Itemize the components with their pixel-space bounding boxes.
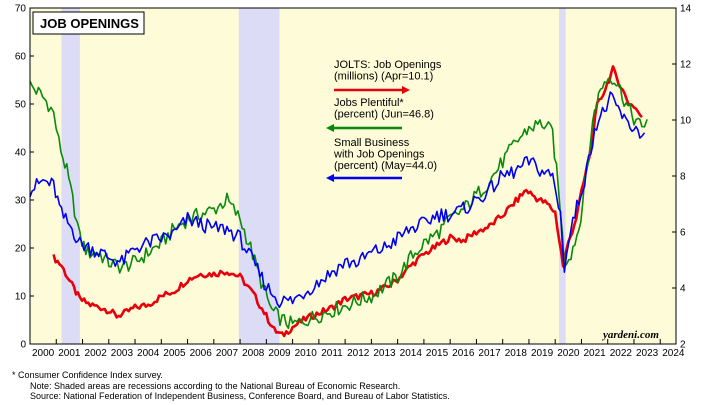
- right-tick-label: 14: [680, 4, 692, 15]
- x-tick-label: 2009: [268, 348, 291, 359]
- recession-band: [559, 8, 566, 344]
- chart-title-box: JOB OPENINGS: [32, 11, 145, 35]
- recession-band: [238, 8, 280, 344]
- left-tick-label: 60: [15, 52, 27, 63]
- right-tick-label: 6: [680, 228, 686, 239]
- x-tick-label: 2022: [610, 348, 633, 359]
- right-tick-label: 8: [680, 172, 686, 183]
- x-tick-label: 2017: [478, 348, 501, 359]
- right-tick-label: 12: [680, 60, 692, 71]
- x-tick-label: 2006: [190, 348, 213, 359]
- legend-arrow-head: [326, 174, 334, 182]
- footnote: * Consumer Confidence Index survey.: [12, 370, 163, 380]
- legend-label: (millions) (Apr=10.1): [334, 71, 433, 83]
- right-tick-label: 2: [680, 340, 686, 351]
- left-tick-label: 0: [20, 340, 26, 351]
- x-tick-label: 2018: [505, 348, 528, 359]
- x-tick-label: 2015: [426, 348, 449, 359]
- series-lines: [29, 65, 648, 338]
- source-note: Source: National Federation of Independe…: [30, 391, 450, 401]
- recession-band: [61, 8, 80, 344]
- legend-label: Small Business: [334, 137, 410, 149]
- x-tick-label: 2016: [452, 348, 475, 359]
- x-tick-label: 2003: [111, 348, 134, 359]
- x-tick-label: 2000: [32, 348, 55, 359]
- legend-arrow-head: [326, 124, 334, 132]
- x-tick-label: 2024: [662, 348, 685, 359]
- x-axis: 2000 2001 2002 2003 2004 2005 2006 2007 2008 2009…: [29, 339, 685, 359]
- right-axis: 2 4 6 8 10 12 14: [672, 4, 692, 351]
- left-tick-label: 40: [15, 148, 27, 159]
- left-tick-label: 20: [15, 244, 27, 255]
- chart-notes: * Consumer Confidence Index survey. Note…: [12, 370, 712, 402]
- chart-title: JOB OPENINGS: [40, 16, 139, 31]
- legend-label: with Job Openings: [333, 149, 425, 161]
- left-tick-label: 30: [15, 196, 27, 207]
- left-axis: 0 10 20 30 40 50 60 70: [15, 4, 34, 351]
- series-line: [29, 91, 646, 309]
- x-tick-label: 2013: [373, 348, 396, 359]
- right-tick-label: 10: [680, 116, 692, 127]
- x-tick-label: 2023: [636, 348, 659, 359]
- x-tick-label: 2002: [85, 348, 108, 359]
- x-tick-label: 2010: [295, 348, 318, 359]
- legend-label: (percent) (May=44.0): [334, 160, 437, 172]
- legend-label: Jobs Plentiful*: [334, 97, 404, 109]
- series-line: [29, 77, 648, 330]
- left-tick-label: 50: [15, 100, 27, 111]
- plot-area: [30, 8, 676, 344]
- x-tick-label: 2004: [137, 348, 160, 359]
- left-tick-label: 10: [15, 292, 27, 303]
- legend-label: JOLTS: Job Openings: [334, 59, 442, 71]
- x-tick-label: 2020: [557, 348, 580, 359]
- x-tick-label: 2021: [583, 348, 606, 359]
- x-tick-label: 2019: [531, 348, 554, 359]
- legend-arrow-head: [402, 86, 410, 94]
- right-tick-label: 4: [680, 284, 686, 295]
- x-tick-label: 2014: [400, 348, 423, 359]
- x-tick-label: 2001: [58, 348, 81, 359]
- legend-label: (percent) (Jun=46.8): [334, 109, 434, 121]
- left-tick-label: 70: [15, 4, 27, 15]
- x-tick-label: 2011: [321, 348, 343, 359]
- brand-label: yardeni.com: [601, 329, 659, 341]
- x-tick-label: 2007: [216, 348, 239, 359]
- recession-note: Note: Shaded areas are recessions accord…: [30, 380, 401, 391]
- plot-background: [30, 8, 676, 344]
- recession-shading: [61, 8, 566, 344]
- x-tick-label: 2008: [242, 348, 265, 359]
- series-line: [52, 65, 643, 338]
- legend: JOLTS: Job Openings(millions) (Apr=10.1)…: [326, 59, 442, 182]
- x-tick-label: 2005: [163, 348, 186, 359]
- x-tick-label: 2012: [347, 348, 370, 359]
